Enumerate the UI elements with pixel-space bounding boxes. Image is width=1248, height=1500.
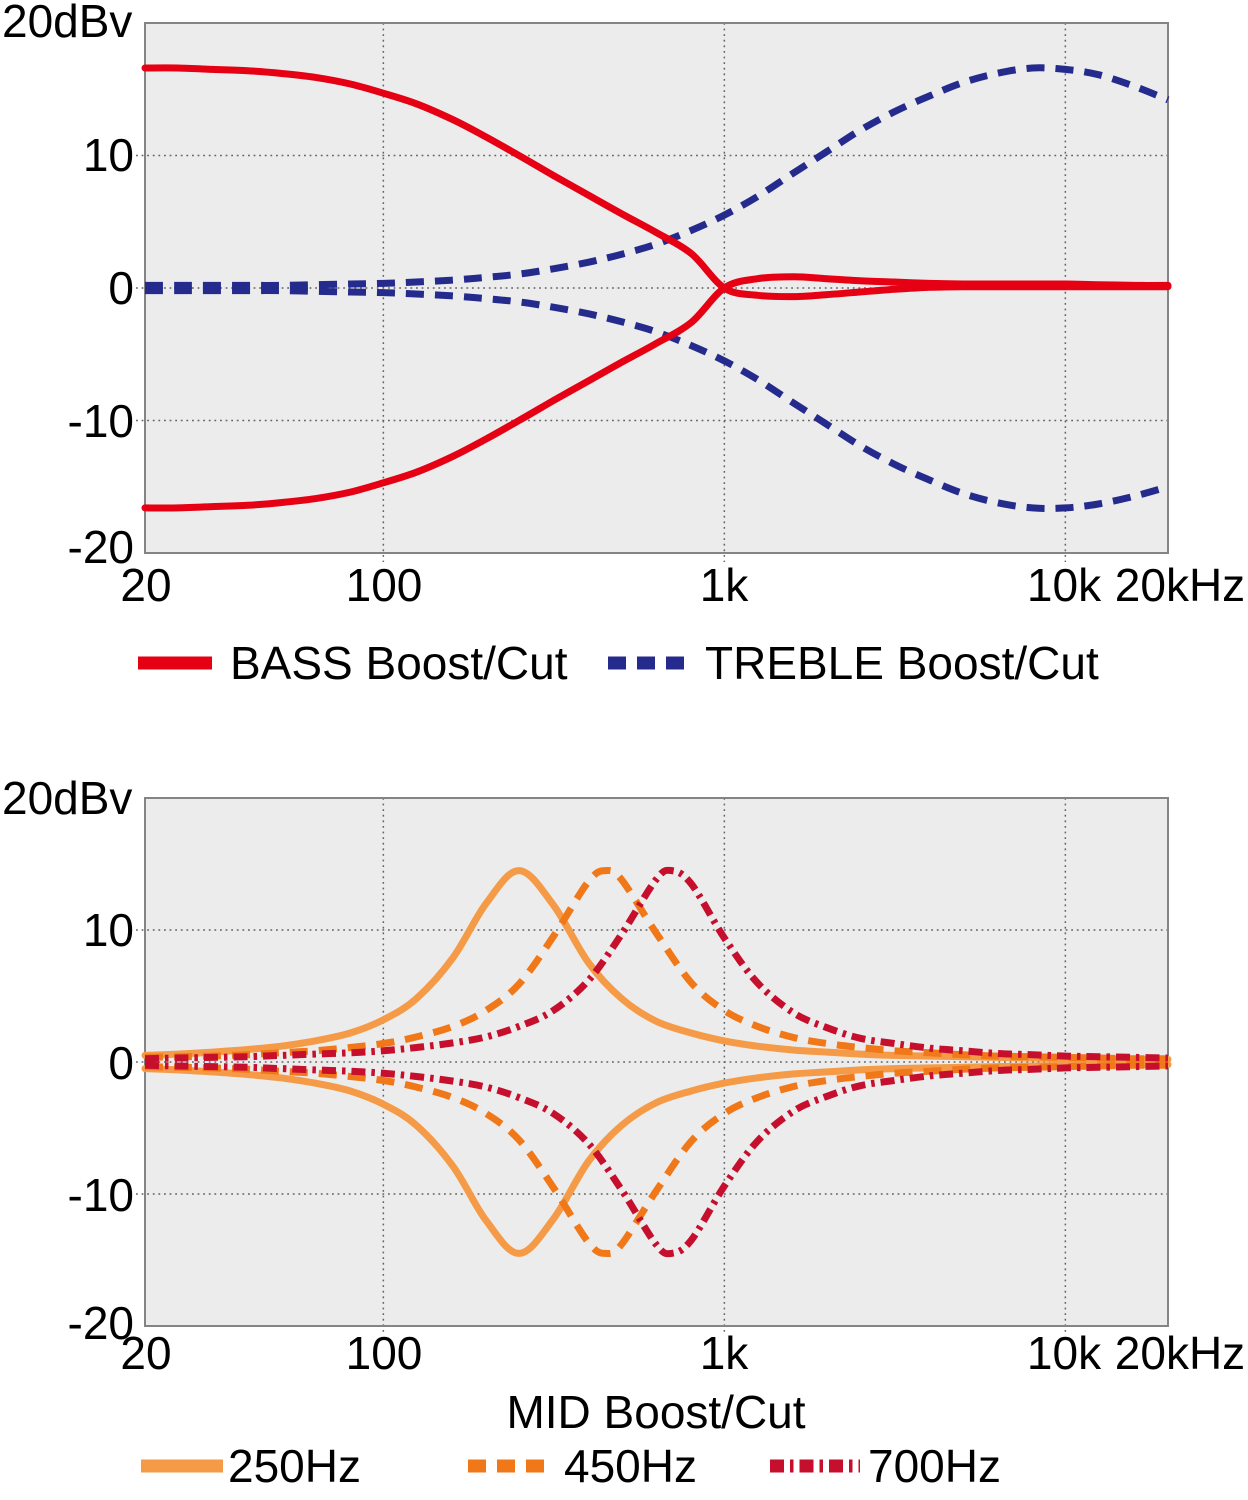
y-tick-label: -10 (67, 395, 134, 447)
y-axis-unit-label: 20dBv (2, 0, 133, 47)
mid-chart-plot (136, 797, 1172, 1335)
x-tick-label: 10k (1026, 1327, 1102, 1379)
y-tick-label: -10 (67, 1169, 134, 1221)
y-tick-label: 10 (82, 129, 134, 181)
y-tick-label: 0 (108, 262, 134, 314)
x-axis-title: MID Boost/Cut (506, 1386, 806, 1438)
mid-700hz-line-swatch (770, 1459, 860, 1473)
x-tick-label: 20kHz (1114, 1327, 1246, 1379)
legend-label-250hz: 250Hz (228, 1440, 361, 1492)
mid-450hz-line-swatch (468, 1459, 552, 1473)
y-tick-label: -20 (67, 521, 134, 573)
x-tick-label: 1k (699, 559, 749, 611)
legend-label-450hz: 450Hz (564, 1440, 697, 1492)
legend-label-treble: TREBLE Boost/Cut (705, 637, 1099, 689)
bass-treble-chart-plot (136, 22, 1172, 562)
x-tick-label: 100 (345, 1327, 423, 1379)
y-axis-unit-label: 20dBv (2, 772, 133, 824)
bass-line-swatch (138, 656, 212, 670)
mid-250hz-line-swatch (141, 1459, 223, 1473)
y-tick-label: 10 (82, 904, 134, 956)
y-tick-label: 0 (108, 1037, 134, 1089)
treble-line-swatch (608, 656, 694, 670)
x-tick-label: 20kHz (1114, 559, 1246, 611)
y-tick-label: -20 (67, 1297, 134, 1349)
x-tick-label: 20 (120, 1327, 172, 1379)
legend-label-700hz: 700Hz (868, 1440, 1001, 1492)
x-tick-label: 100 (345, 559, 423, 611)
x-tick-label: 1k (699, 1327, 749, 1379)
x-tick-label: 10k (1026, 559, 1102, 611)
legend-label-bass: BASS Boost/Cut (230, 637, 568, 689)
x-tick-label: 20 (120, 559, 172, 611)
